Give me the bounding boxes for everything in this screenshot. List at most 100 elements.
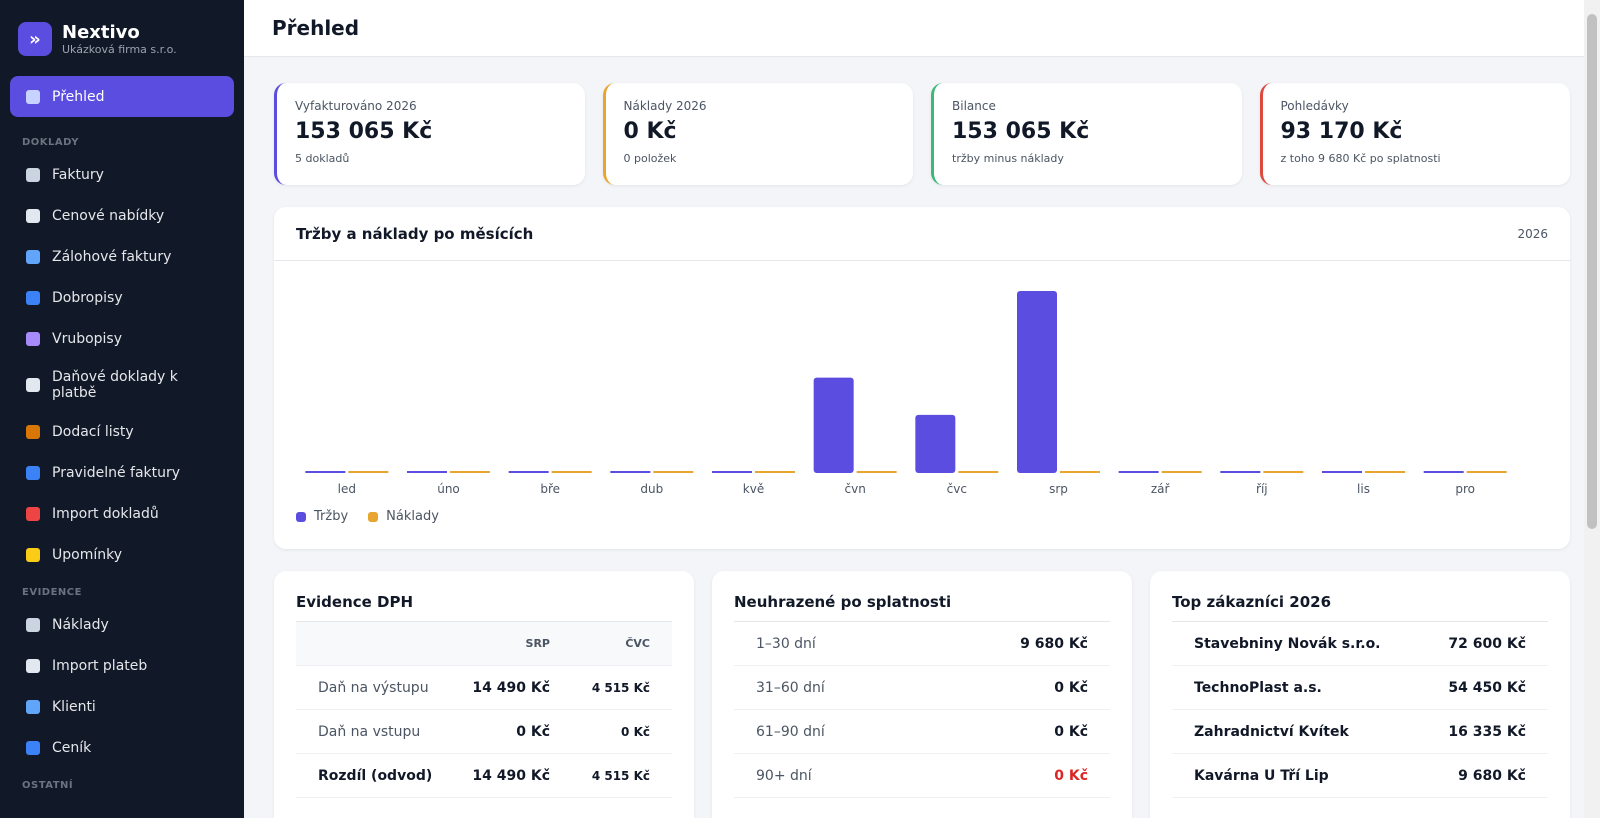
icon <box>26 658 40 673</box>
bar <box>755 471 795 473</box>
page-title: Přehled <box>272 16 360 40</box>
x-tick-label: čvn <box>845 482 866 496</box>
company: Ukázková firma s.r.o. <box>62 43 177 56</box>
kpi-card: Bilance 153 065 Kč tržby minus náklady <box>931 83 1242 185</box>
x-tick-label: bře <box>540 482 560 496</box>
nav-label: Daňové doklady k platbě <box>52 369 178 401</box>
kpi-label: Vyfakturováno 2026 <box>295 99 417 113</box>
bar <box>958 471 999 473</box>
nav-item[interactable]: Zálohové faktury <box>10 236 234 277</box>
legend-label: Náklady <box>386 509 439 524</box>
nav-item[interactable]: Přehled <box>10 76 234 117</box>
icon <box>26 547 40 562</box>
bar <box>407 471 447 473</box>
scroll-thumb[interactable] <box>1587 14 1597 529</box>
panel-title: Evidence DPH <box>296 593 672 622</box>
nav-item[interactable]: Import dokladů <box>10 493 234 534</box>
chart: led úno bře dub kvě čvn čvc srp zář říj lis pro <box>305 291 1507 496</box>
bar <box>915 414 956 473</box>
table-row: Rozdíl (odvod) 14 490 Kč 4 515 Kč <box>296 754 672 798</box>
x-tick-label: srp <box>1049 482 1068 496</box>
nav-item[interactable]: Náklady <box>10 604 234 645</box>
nav-label: Pravidelné faktury <box>52 464 181 481</box>
nav-item[interactable]: Ceník <box>10 727 234 768</box>
kpi-value: 153 065 Kč <box>952 119 1090 144</box>
nav-item[interactable]: Import plateb <box>10 645 234 686</box>
nav-item[interactable]: Klienti <box>10 686 234 727</box>
nav-item[interactable]: Dobropisy <box>10 277 234 318</box>
cell: 14 490 Kč <box>472 767 550 784</box>
header: Přehled <box>244 0 1600 57</box>
bar <box>1466 471 1507 473</box>
icon <box>26 89 40 104</box>
table-row: Daň na vstupu 0 Kč 0 Kč <box>296 710 672 754</box>
legend-swatch <box>296 511 306 522</box>
kpi-note: tržby minus náklady <box>952 152 1064 165</box>
icon <box>26 465 40 480</box>
bar <box>1365 471 1405 473</box>
icon <box>26 167 40 182</box>
nav-item[interactable]: Pravidelné faktury <box>10 452 234 493</box>
scrollbar[interactable] <box>1584 0 1600 818</box>
x-tick-label: pro <box>1455 482 1475 496</box>
nav-item[interactable]: Upomínky <box>10 534 234 575</box>
bar <box>1118 471 1159 473</box>
chart-title: Tržby a náklady po měsících <box>296 224 534 243</box>
legend-item: Náklady <box>368 509 439 524</box>
icon <box>26 424 40 439</box>
nav-section-title: DOKLADY <box>22 137 79 148</box>
cell: 0 Kč <box>621 724 650 739</box>
nav-label: Cenové nabídky <box>52 207 165 224</box>
x-tick-label: lis <box>1357 482 1370 496</box>
kpi-note: z toho 9 680 Kč po splatnosti <box>1280 152 1441 165</box>
panel-title: Top zákazníci 2026 <box>1172 593 1548 622</box>
list-row: Kavárna U Tří Lip 9 680 Kč <box>1172 754 1548 798</box>
bar <box>305 471 346 473</box>
brand-name: Nextivo <box>62 22 140 43</box>
bar <box>348 471 389 473</box>
nav-sections: DOKLADY Faktury Cenové nabídky Zálohové fak… <box>10 125 234 797</box>
nav-item[interactable]: Daňové doklady k platbě <box>10 359 234 411</box>
nav-label: Přehled <box>52 88 105 105</box>
icon <box>26 249 40 264</box>
list-row: Zahradnictví Kvítek 16 335 Kč <box>1172 710 1548 754</box>
list-row: 90+ dní 0 Kč <box>734 754 1110 798</box>
bar <box>551 471 592 473</box>
nav-section-title: EVIDENCE <box>22 587 82 598</box>
nav-item[interactable]: Cenové nabídky <box>10 195 234 236</box>
x-tick-label: zář <box>1151 482 1171 496</box>
main: Přehled Vyfakturováno 2026 153 065 Kč 5 do… <box>244 0 1600 818</box>
bar <box>856 471 897 473</box>
row-amount: 16 335 Kč <box>1448 723 1526 740</box>
bar <box>653 471 694 473</box>
bar <box>610 471 651 473</box>
row-label: Stavebniny Novák s.r.o. <box>1194 635 1381 652</box>
row-amount: 54 450 Kč <box>1448 679 1526 696</box>
nav-item[interactable]: Vrubopisy <box>10 318 234 359</box>
chart-panel: Tržby a náklady po měsících 2026 led úno bř… <box>274 207 1570 549</box>
row-label: Kavárna U Tří Lip <box>1194 767 1329 784</box>
nav-label: Import plateb <box>52 657 148 674</box>
bar <box>450 471 490 473</box>
nav-label: Vrubopisy <box>52 330 123 347</box>
sidebar: » Nextivo Ukázková firma s.r.o. Přehled … <box>0 0 244 818</box>
bar <box>508 471 549 473</box>
x-tick-label: dub <box>640 482 663 496</box>
row-label: Daň na vstupu <box>318 723 421 740</box>
icon <box>26 506 40 521</box>
kpi-note: 5 dokladů <box>295 152 350 165</box>
nav-item[interactable]: Faktury <box>10 154 234 195</box>
icon <box>26 740 40 755</box>
kpi-value: 0 Kč <box>623 119 677 144</box>
x-tick-label: čvc <box>947 482 967 496</box>
nav-item[interactable]: Dodací listy <box>10 411 234 452</box>
header-cell: ČVC <box>625 637 650 650</box>
top-customers-panel: Top zákazníci 2026 Stavebniny Novák s.r.o… <box>1150 571 1570 818</box>
nav-label: Ceník <box>52 739 92 756</box>
legend-item: Tržby <box>296 509 348 524</box>
row-label: 61–90 dní <box>756 723 825 740</box>
icon <box>26 290 40 305</box>
period: 2026 <box>1517 226 1548 241</box>
